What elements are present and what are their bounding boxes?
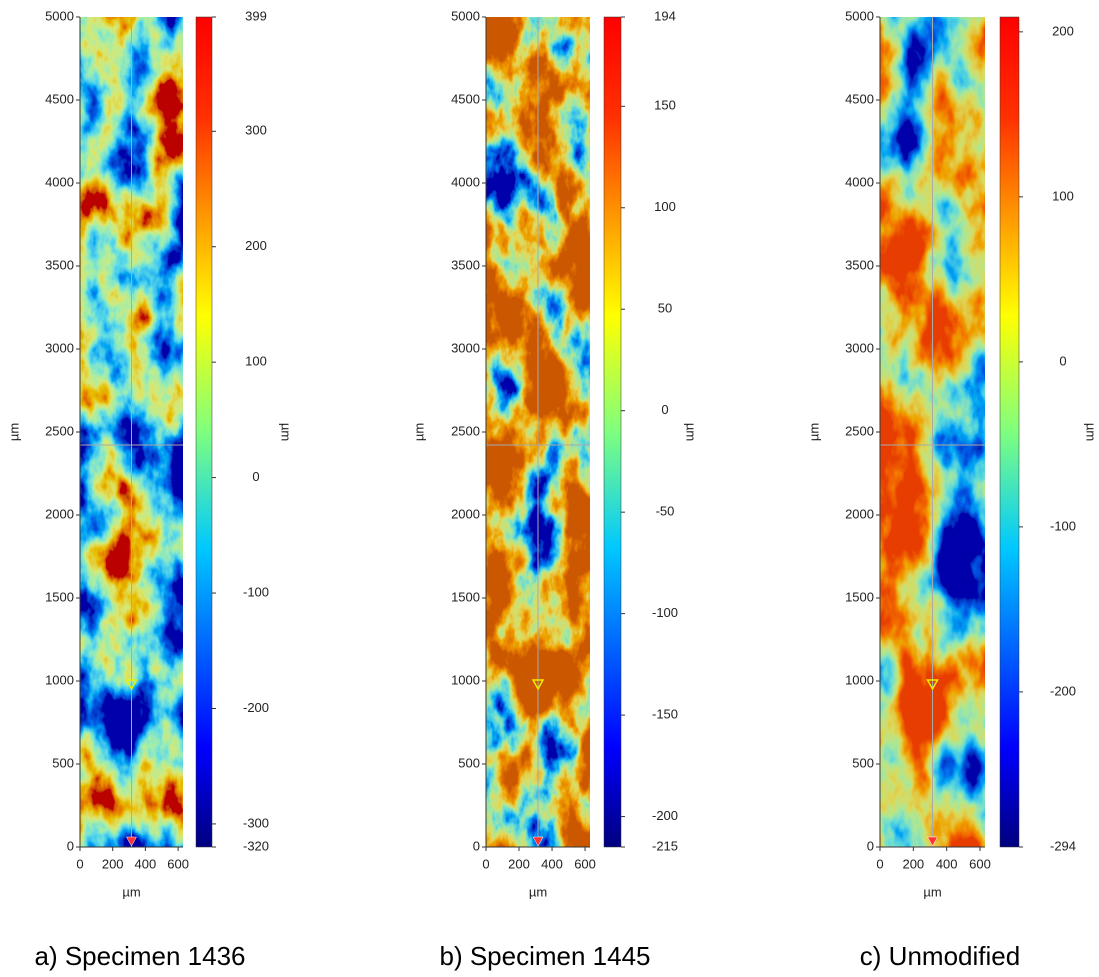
marker bbox=[531, 679, 545, 691]
y-tick-label: 2500 bbox=[845, 423, 874, 438]
colorbar-tick-label: 50 bbox=[658, 301, 672, 316]
colorbar-tick-label: -320 bbox=[243, 838, 269, 853]
y-tick-label: 4500 bbox=[845, 91, 874, 106]
x-axis-label: µm bbox=[923, 884, 941, 899]
y-tick-label: 0 bbox=[867, 838, 874, 853]
y-tick-label: 3500 bbox=[45, 257, 74, 272]
colorbar-tick-label: 200 bbox=[1052, 23, 1074, 38]
y-tick-label: 2500 bbox=[45, 423, 74, 438]
x-tick-label: 600 bbox=[167, 856, 189, 871]
y-tick-label: 0 bbox=[67, 838, 74, 853]
y-axis-label: µm bbox=[6, 423, 21, 441]
colorbar-tick-label: -150 bbox=[652, 707, 678, 722]
x-tick-label: 400 bbox=[541, 856, 563, 871]
y-tick-label: 1000 bbox=[451, 672, 480, 687]
caption: a) Specimen 1436 bbox=[34, 941, 245, 971]
y-tick-label: 5000 bbox=[845, 8, 874, 23]
y-tick-label: 4000 bbox=[451, 174, 480, 189]
colorbar-tick-label: -200 bbox=[243, 700, 269, 715]
y-axis-label: µm bbox=[411, 423, 426, 441]
y-tick-label: 500 bbox=[52, 755, 74, 770]
colorbar-tick-label: -100 bbox=[652, 605, 678, 620]
y-tick-label: 0 bbox=[473, 838, 480, 853]
y-axis-label: µm bbox=[806, 423, 821, 441]
y-tick-label: 500 bbox=[852, 755, 874, 770]
colorbar-tick-label: -300 bbox=[243, 815, 269, 830]
y-tick-label: 3500 bbox=[451, 257, 480, 272]
colorbar-tick-label: -200 bbox=[1050, 683, 1076, 698]
colorbar-tick-label: -215 bbox=[652, 838, 678, 853]
y-tick-label: 5000 bbox=[45, 8, 74, 23]
y-tick-label: 3000 bbox=[451, 340, 480, 355]
x-tick-label: 400 bbox=[936, 856, 958, 871]
marker bbox=[926, 679, 939, 691]
colorbar-tick-label: -100 bbox=[243, 584, 269, 599]
colorbar-tick-label: 150 bbox=[654, 98, 676, 113]
y-tick-label: 1500 bbox=[45, 589, 74, 604]
colorbar-label: µm bbox=[279, 423, 294, 441]
y-tick-label: 4000 bbox=[845, 174, 874, 189]
y-tick-label: 3000 bbox=[845, 340, 874, 355]
marker bbox=[532, 836, 544, 847]
y-tick-label: 5000 bbox=[451, 8, 480, 23]
colorbar-tick-label: 0 bbox=[661, 402, 668, 417]
colorbar-tick-label: 194 bbox=[654, 8, 676, 23]
y-tick-label: 1500 bbox=[451, 589, 480, 604]
x-tick-label: 600 bbox=[969, 856, 991, 871]
y-tick-label: 2000 bbox=[45, 506, 74, 521]
y-tick-label: 2000 bbox=[451, 506, 480, 521]
y-tick-label: 3500 bbox=[845, 257, 874, 272]
colorbar-tick-label: 100 bbox=[1052, 188, 1074, 203]
x-tick-label: 200 bbox=[508, 856, 530, 871]
colorbar-tick-label: -50 bbox=[656, 504, 675, 519]
x-tick-label: 0 bbox=[876, 856, 883, 871]
x-axis-label: µm bbox=[529, 884, 547, 899]
colorbar-tick-label: 300 bbox=[245, 123, 267, 138]
y-tick-label: 3000 bbox=[45, 340, 74, 355]
marker bbox=[126, 836, 137, 847]
caption: c) Unmodified bbox=[860, 941, 1020, 971]
y-tick-label: 4500 bbox=[451, 91, 480, 106]
x-tick-label: 200 bbox=[902, 856, 924, 871]
colorbar bbox=[603, 16, 622, 848]
y-tick-label: 1000 bbox=[45, 672, 74, 687]
colorbar-tick-label: 100 bbox=[654, 199, 676, 214]
marker bbox=[125, 679, 138, 691]
colorbar-tick-label: 100 bbox=[245, 354, 267, 369]
y-tick-label: 1500 bbox=[845, 589, 874, 604]
x-tick-label: 0 bbox=[76, 856, 83, 871]
colorbar-tick-label: 0 bbox=[1059, 353, 1066, 368]
y-tick-label: 2000 bbox=[845, 506, 874, 521]
colorbar-tick-label: -294 bbox=[1050, 838, 1076, 853]
colorbar-tick-label: -100 bbox=[1050, 518, 1076, 533]
y-tick-label: 500 bbox=[458, 755, 480, 770]
y-tick-label: 1000 bbox=[845, 672, 874, 687]
x-tick-label: 400 bbox=[135, 856, 157, 871]
colorbar-tick-label: 399 bbox=[245, 8, 267, 23]
colorbar bbox=[195, 16, 213, 848]
x-tick-label: 600 bbox=[574, 856, 596, 871]
colorbar-tick-label: 200 bbox=[245, 238, 267, 253]
y-tick-label: 4000 bbox=[45, 174, 74, 189]
colorbar bbox=[999, 16, 1020, 848]
y-tick-label: 4500 bbox=[45, 91, 74, 106]
colorbar-tick-label: -200 bbox=[652, 808, 678, 823]
x-axis-label: µm bbox=[122, 884, 140, 899]
marker bbox=[927, 836, 938, 847]
colorbar-label: µm bbox=[684, 423, 699, 441]
x-tick-label: 0 bbox=[482, 856, 489, 871]
colorbar-label: µm bbox=[1084, 423, 1099, 441]
x-tick-label: 200 bbox=[102, 856, 124, 871]
caption: b) Specimen 1445 bbox=[439, 941, 650, 971]
y-tick-label: 2500 bbox=[451, 423, 480, 438]
colorbar-tick-label: 0 bbox=[252, 469, 259, 484]
